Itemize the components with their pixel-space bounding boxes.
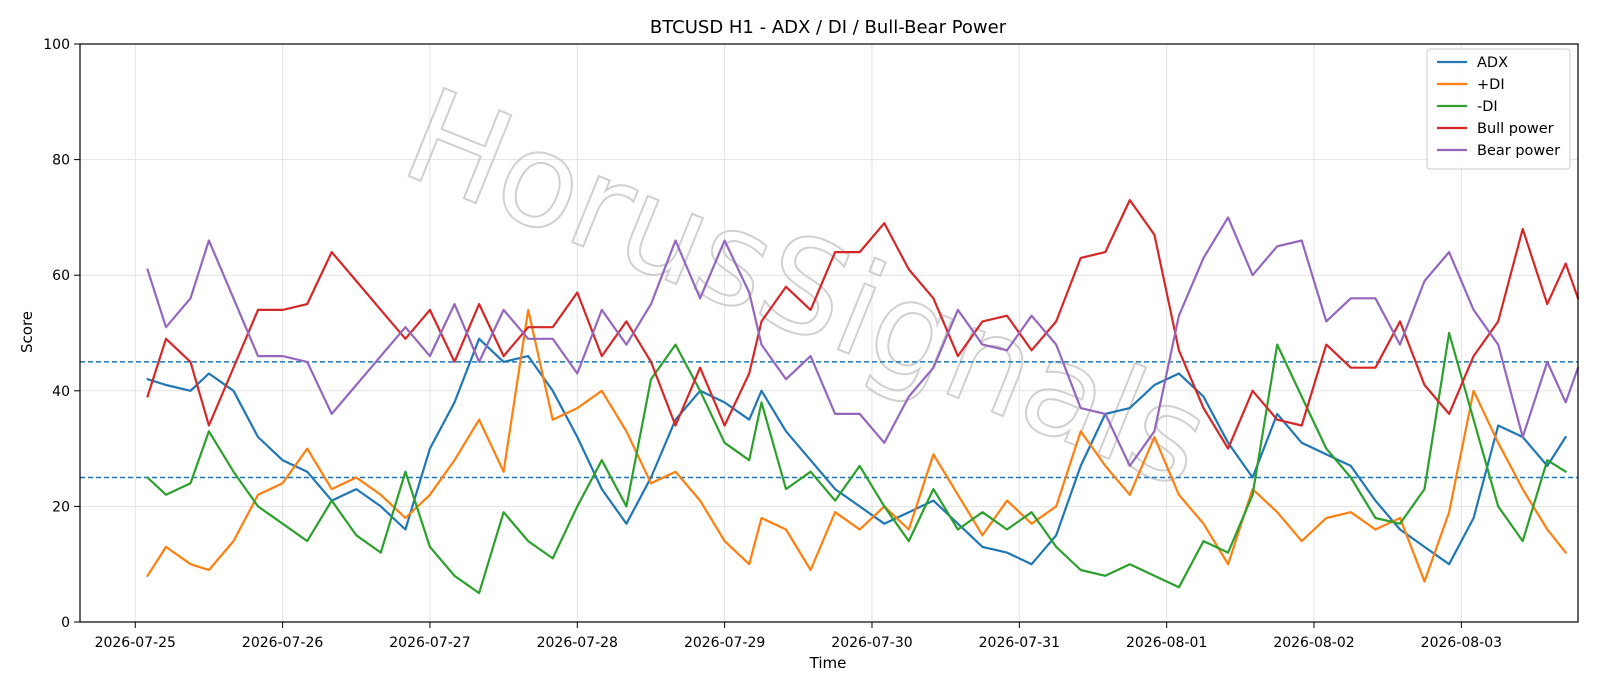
legend-label: Bear power <box>1477 143 1560 159</box>
y-tick-label: 100 <box>43 37 70 53</box>
series-line-adx <box>146 337 1567 566</box>
threshold-lines <box>80 361 1578 479</box>
x-tick-label: 2026-07-29 <box>684 635 765 651</box>
series-line-bear-power <box>146 216 1580 467</box>
legend-box <box>1426 48 1571 170</box>
chart-title: BTCUSD H1 - ADX / DI / Bull-Bear Power <box>650 17 1007 38</box>
x-tick-label: 2026-07-26 <box>242 635 323 651</box>
x-axis-ticks: 2026-07-25 2026-07-26 2026-07-27 2026-07-28… <box>95 622 1502 651</box>
x-axis-label: Time <box>809 654 847 672</box>
legend-label: ADX <box>1477 55 1508 71</box>
y-tick-label: 0 <box>61 615 70 631</box>
x-tick-label: 2026-07-28 <box>537 635 618 651</box>
legend-label: +DI <box>1477 77 1505 93</box>
x-tick-label: 2026-07-31 <box>979 635 1060 651</box>
x-tick-label: 2026-08-02 <box>1273 635 1354 651</box>
y-tick-label: 40 <box>52 384 70 400</box>
series-line-di <box>146 331 1567 595</box>
x-tick-label: 2026-07-30 <box>831 635 912 651</box>
series-lines <box>146 199 1580 595</box>
x-tick-label: 2026-07-25 <box>95 635 176 651</box>
plot-frame <box>79 43 1579 623</box>
legend: ADX +DI -DI Bull power Bear power <box>1426 48 1571 170</box>
y-axis-label: Score <box>18 311 36 353</box>
x-tick-label: 2026-08-03 <box>1421 635 1502 651</box>
legend-label: Bull power <box>1477 121 1554 137</box>
x-tick-label: 2026-07-27 <box>389 635 470 651</box>
y-tick-label: 20 <box>52 499 70 515</box>
series-line-bull-power <box>146 199 1580 450</box>
y-axis-ticks: 0 20 40 60 80 100 <box>43 37 80 631</box>
series-line-di <box>146 308 1567 583</box>
y-tick-label: 60 <box>52 268 70 284</box>
x-tick-label: 2026-08-01 <box>1126 635 1207 651</box>
y-tick-label: 80 <box>52 153 70 169</box>
legend-label: -DI <box>1477 99 1498 115</box>
